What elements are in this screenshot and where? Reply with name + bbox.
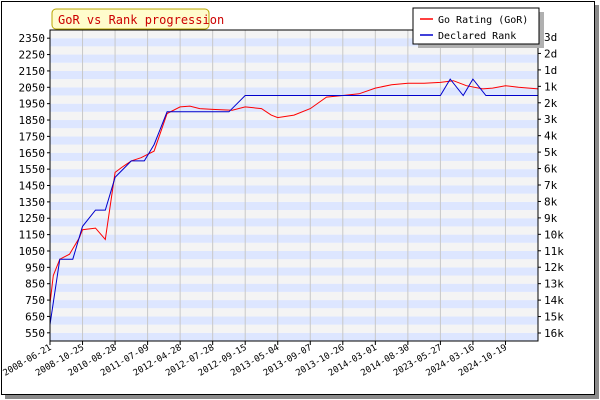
grid-band (50, 259, 538, 268)
y-tick-label-right: 7k (544, 179, 558, 192)
y-tick-label-right: 3d (544, 31, 557, 44)
y-tick-label-left: 2050 (19, 81, 46, 94)
y-tick-label-right: 2d (544, 47, 557, 60)
y-tick-label-right: 15k (544, 311, 564, 324)
grid-band (50, 95, 538, 104)
legend-label-rank: Declared Rank (438, 31, 516, 42)
y-tick-label-right: 9k (544, 212, 558, 225)
legend: Go Rating (GoR) Declared Rank (412, 7, 544, 48)
grid-band (50, 169, 538, 178)
grid-band (50, 62, 538, 71)
grid-band (50, 201, 538, 211)
series-line-declared-rank (49, 78, 538, 325)
grid-band (50, 103, 538, 112)
grid-band (50, 54, 538, 63)
y-tick-label-left: 850 (25, 278, 45, 291)
grid-band (50, 324, 538, 333)
series-line-gor (49, 80, 539, 304)
y-tick-label-right: 8k (544, 195, 558, 208)
y-tick-label-right: 11k (544, 245, 564, 258)
y-tick-label-left: 1050 (19, 245, 46, 258)
y-tick-label-left: 950 (25, 261, 45, 274)
y-tick-label-right: 14k (544, 294, 564, 307)
y-tick-label-left: 2150 (19, 65, 46, 78)
grid-band (50, 136, 538, 145)
grid-band (50, 30, 538, 39)
grid-band (50, 46, 538, 55)
grid-band (50, 275, 538, 284)
y-tick-label-right: 10k (544, 228, 564, 241)
y-tick-label-right: 13k (544, 278, 564, 291)
y-tick-label-left: 1950 (19, 98, 46, 111)
y-tick-label-left: 650 (25, 310, 45, 323)
y-tick-label-left: 1250 (19, 212, 46, 225)
y-tick-label-left: 1450 (19, 180, 46, 193)
grid-band (50, 79, 538, 88)
grid-band (50, 218, 538, 227)
grid-band (50, 234, 538, 243)
grid-band (50, 144, 538, 153)
legend-label-gor: Go Rating (GoR) (438, 15, 528, 26)
y-tick-label-right: 5k (544, 146, 558, 159)
grid-band (50, 87, 538, 96)
grid-band (50, 70, 538, 80)
y-tick-label-left: 1850 (19, 114, 46, 127)
grid-band (50, 250, 538, 260)
y-tick-label-left: 1650 (19, 147, 46, 160)
grid-band (50, 152, 538, 161)
y-tick-label-left: 750 (25, 294, 45, 307)
y-tick-label-right: 16k (544, 327, 564, 340)
chart-title-text: GoR vs Rank progression (58, 13, 224, 27)
y-tick-label-right: 6k (544, 163, 558, 176)
y-tick-label-right: 4k (544, 130, 558, 143)
y-tick-label-left: 1750 (19, 130, 46, 143)
y-tick-label-right: 2k (544, 97, 558, 110)
grid-band (50, 316, 538, 325)
grid-band (50, 177, 538, 186)
grid-band (50, 111, 538, 121)
y-tick-label-right: 1k (544, 80, 558, 93)
y-tick-label-left: 1150 (19, 229, 46, 242)
grid-band (50, 128, 538, 137)
grid-band (50, 185, 538, 194)
grid-band (50, 193, 538, 202)
y-tick-label-right: 12k (544, 261, 564, 274)
grid-band (50, 242, 538, 251)
y-tick-label-left: 550 (25, 327, 45, 340)
grid-band (50, 267, 538, 276)
grid-band (50, 300, 538, 309)
y-tick-label-right: 3k (544, 113, 558, 126)
y-tick-label-left: 1550 (19, 163, 46, 176)
y-tick-label-left: 2350 (19, 32, 46, 45)
grid-band (50, 38, 538, 47)
grid-band (50, 291, 538, 301)
grid-band (50, 210, 538, 219)
grid-band (50, 226, 538, 235)
grid-band (50, 308, 538, 317)
y-tick-label-left: 2250 (19, 49, 46, 62)
y-tick-label-left: 1350 (19, 196, 46, 209)
chart-title: GoR vs Rank progression (51, 8, 224, 30)
grid-band (50, 283, 538, 292)
grid-band (50, 160, 538, 170)
y-tick-label-right: 1d (544, 64, 557, 77)
grid-band (50, 332, 538, 341)
grid-band (50, 120, 538, 129)
